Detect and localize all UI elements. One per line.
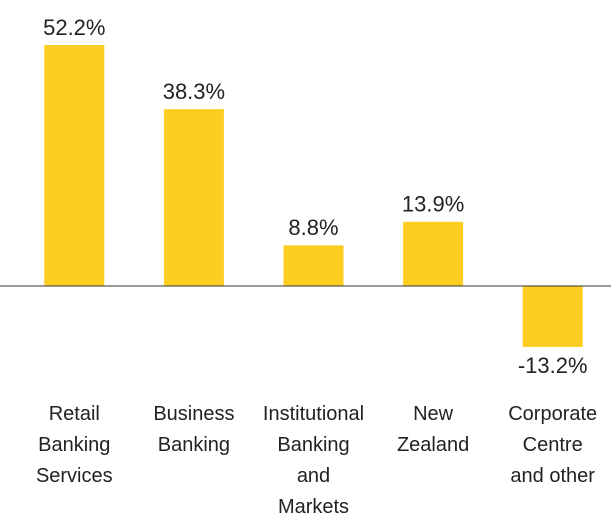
bar xyxy=(522,286,583,347)
bar xyxy=(403,221,464,286)
value-label: 52.2% xyxy=(43,15,105,40)
bar xyxy=(283,245,344,286)
value-label: 8.8% xyxy=(288,215,338,240)
value-label: 38.3% xyxy=(163,79,225,104)
x-tick-label: Corporate Centre and other xyxy=(508,403,598,487)
bar xyxy=(44,45,105,286)
x-tick-label: Institutional Banking and Markets xyxy=(262,403,365,515)
x-tick-label: Retail Banking Services xyxy=(35,403,113,487)
x-tick-label: Business Banking xyxy=(153,403,235,456)
value-label: 13.9% xyxy=(402,192,464,217)
x-tick-label: New Zealand xyxy=(396,403,470,456)
bar xyxy=(163,109,224,286)
value-label: -13.2% xyxy=(518,353,588,378)
